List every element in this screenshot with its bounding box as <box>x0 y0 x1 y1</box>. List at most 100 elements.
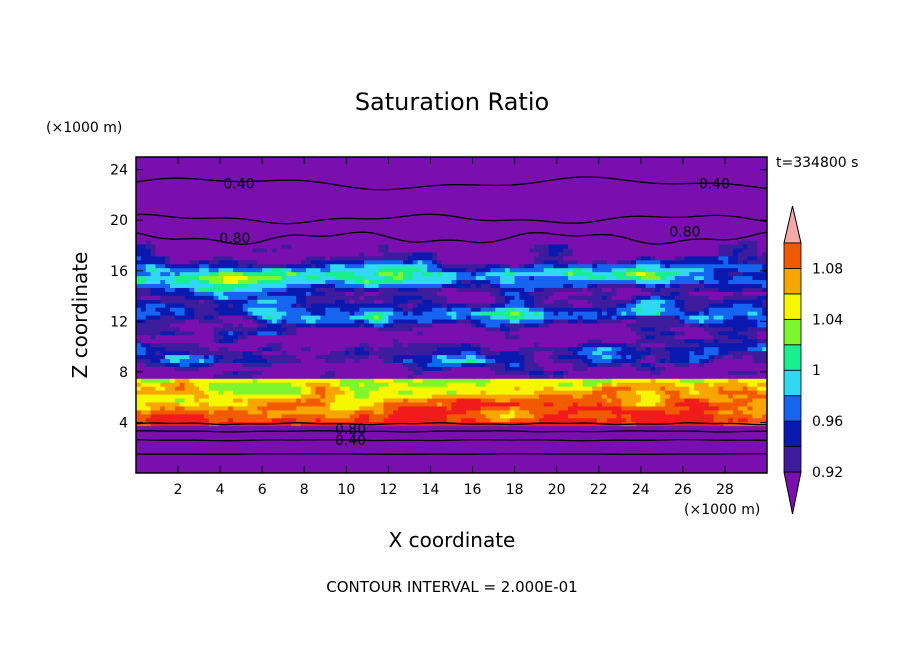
field-cell <box>665 386 690 391</box>
field-cell <box>534 311 540 316</box>
field-cell <box>524 303 535 308</box>
field-cell <box>504 271 516 277</box>
field-cell <box>728 370 758 375</box>
field-cell <box>339 378 375 383</box>
field-cell <box>708 295 724 300</box>
field-cell <box>267 247 273 253</box>
field-cell <box>296 295 307 300</box>
field-cell <box>262 350 283 356</box>
field-cell <box>456 397 482 403</box>
field-cell <box>597 346 613 352</box>
field-cell <box>237 334 249 340</box>
field-cell <box>315 386 326 391</box>
field-cell <box>208 382 292 387</box>
field-cell <box>388 315 453 320</box>
field-cell <box>301 394 322 399</box>
field-cell <box>252 378 258 383</box>
field-cell <box>174 315 195 320</box>
field-cell <box>529 370 545 375</box>
field-cell <box>208 279 224 284</box>
field-cell <box>577 315 584 320</box>
field-cell <box>534 350 555 356</box>
field-cell <box>330 350 346 356</box>
field-cell <box>543 318 555 324</box>
field-cell <box>558 382 574 387</box>
field-cell <box>145 318 186 324</box>
field-cell <box>402 275 414 281</box>
field-cell <box>582 342 627 348</box>
field-cell <box>733 291 744 296</box>
field-cell <box>208 354 215 360</box>
field-cell <box>432 318 457 324</box>
field-cell <box>422 311 448 316</box>
field-cell <box>543 401 555 407</box>
field-cell <box>393 295 423 300</box>
field-cell <box>592 263 598 269</box>
field-cell <box>136 441 767 446</box>
field-cell <box>242 350 254 356</box>
field-cell <box>669 291 681 296</box>
field-cell <box>500 322 506 328</box>
field-cell <box>310 283 336 288</box>
field-cell <box>247 409 263 415</box>
field-cell <box>305 255 326 261</box>
field-cell <box>325 291 346 296</box>
contour-label: 0.40 <box>335 433 366 449</box>
field-cell <box>174 287 190 292</box>
field-cell <box>669 350 690 356</box>
field-cell <box>252 311 288 316</box>
chart-title: Saturation Ratio <box>354 88 550 116</box>
field-cell <box>548 251 559 257</box>
field-cell <box>616 307 632 312</box>
field-cell <box>538 251 550 257</box>
field-cell <box>407 366 423 371</box>
field-cell <box>606 275 618 281</box>
field-cell <box>228 417 234 423</box>
field-cell <box>616 259 632 265</box>
field-cell <box>281 350 288 356</box>
field-cell <box>728 259 739 265</box>
field-cell <box>747 401 767 407</box>
field-cell <box>233 370 239 375</box>
field-cell <box>713 271 729 277</box>
field-cell <box>466 409 482 415</box>
field-cell <box>136 291 152 296</box>
field-cell <box>640 362 652 367</box>
field-cell <box>718 405 739 411</box>
field-cell <box>325 255 331 261</box>
field-cell <box>529 275 535 281</box>
field-cell <box>194 315 205 320</box>
field-cell <box>189 259 200 265</box>
field-cell <box>242 362 273 367</box>
field-cell <box>500 279 516 284</box>
field-cell <box>572 366 589 371</box>
field-cell <box>733 397 754 403</box>
field-cell <box>174 311 186 316</box>
field-cell <box>267 315 273 320</box>
field-cell <box>514 279 637 284</box>
field-cell <box>301 303 307 308</box>
field-cell <box>296 326 380 332</box>
field-cell <box>534 342 540 348</box>
field-cell <box>388 243 535 249</box>
field-cell <box>606 311 618 316</box>
field-cell <box>150 358 161 363</box>
field-cell <box>490 315 506 320</box>
field-cell <box>699 362 705 367</box>
field-cell <box>199 259 210 265</box>
field-cell <box>402 358 414 363</box>
field-cell <box>587 338 603 344</box>
field-cell <box>475 358 487 363</box>
colorbar-label: 0.96 <box>812 414 843 430</box>
x-tick-label: 10 <box>337 482 355 498</box>
field-cell <box>398 405 448 411</box>
field-cell <box>441 259 535 265</box>
field-cell <box>257 322 268 328</box>
field-cell <box>325 370 336 375</box>
field-cell <box>223 390 234 395</box>
field-cell <box>757 382 767 387</box>
field-cell <box>150 251 157 257</box>
field-cell <box>378 267 423 273</box>
field-cell <box>432 259 438 265</box>
field-cell <box>354 409 375 415</box>
